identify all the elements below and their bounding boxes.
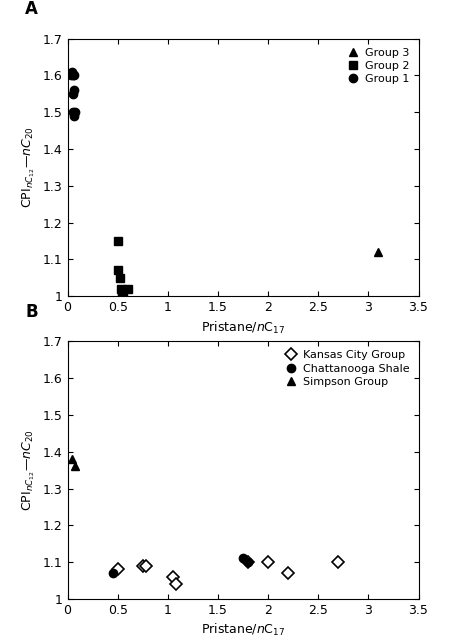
Line: Simpson Group: Simpson Group: [68, 455, 79, 471]
Kansas City Group: [173, 580, 179, 588]
Y-axis label: CPI$_{nC_{12}}$—$nC_{20}$: CPI$_{nC_{12}}$—$nC_{20}$: [21, 429, 37, 511]
Group 2: [118, 285, 123, 293]
Group 1: [68, 71, 73, 79]
Group 1: [70, 90, 75, 98]
Chattanooga Shale: [240, 554, 246, 562]
X-axis label: Pristane/$n$C$_{17}$: Pristane/$n$C$_{17}$: [201, 622, 285, 638]
Y-axis label: CPI$_{nC_{12}}$—$nC_{20}$: CPI$_{nC_{12}}$—$nC_{20}$: [21, 126, 37, 209]
Kansas City Group: [115, 565, 120, 573]
Simpson Group: [69, 455, 74, 463]
Kansas City Group: [170, 573, 176, 581]
Kansas City Group: [266, 558, 271, 566]
Legend: Kansas City Group, Chattanooga Shale, Simpson Group: Kansas City Group, Chattanooga Shale, Si…: [281, 347, 413, 390]
Group 1: [71, 71, 76, 79]
Line: Kansas City Group: Kansas City Group: [113, 558, 342, 589]
Legend: Group 3, Group 2, Group 1: Group 3, Group 2, Group 1: [343, 44, 413, 88]
Text: B: B: [25, 303, 38, 321]
X-axis label: Pristane/$n$C$_{17}$: Pristane/$n$C$_{17}$: [201, 319, 285, 336]
Kansas City Group: [285, 569, 291, 577]
Group 1: [71, 86, 76, 94]
Group 1: [72, 108, 77, 116]
Group 1: [70, 108, 75, 116]
Group 1: [71, 112, 76, 120]
Group 2: [117, 274, 122, 281]
Chattanooga Shale: [245, 558, 251, 566]
Group 2: [119, 292, 124, 300]
Kansas City Group: [143, 562, 148, 570]
Simpson Group: [72, 462, 77, 470]
Group 2: [115, 237, 120, 245]
Text: A: A: [25, 0, 38, 18]
Kansas City Group: [245, 558, 251, 566]
Line: Chattanooga Shale: Chattanooga Shale: [108, 554, 252, 577]
Chattanooga Shale: [110, 569, 115, 577]
Kansas City Group: [336, 558, 341, 566]
Kansas City Group: [140, 562, 145, 570]
Group 2: [125, 285, 130, 293]
Line: Group 2: Group 2: [113, 237, 132, 300]
Line: Group 1: Group 1: [66, 68, 79, 120]
Group 1: [70, 71, 75, 79]
Group 2: [115, 267, 120, 274]
Group 2: [120, 289, 126, 296]
Group 1: [69, 68, 74, 75]
